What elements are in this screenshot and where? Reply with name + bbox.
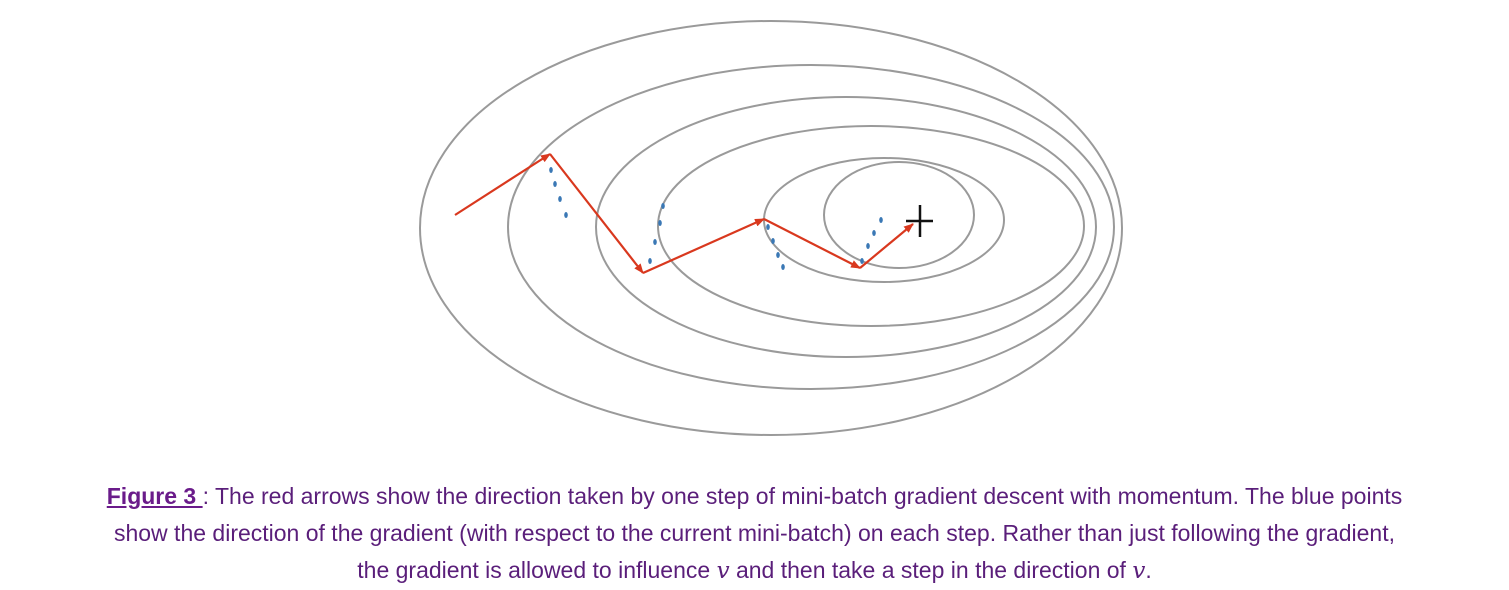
momentum-contour-diagram — [419, 20, 1123, 436]
caption-separator: : — [202, 483, 215, 509]
gradient-point — [653, 239, 657, 245]
contour-lines — [419, 20, 1123, 436]
figure-caption: Figure 3 : The red arrows show the direc… — [0, 478, 1509, 590]
contour-4 — [657, 125, 1085, 327]
velocity-variable: v — [1132, 558, 1146, 584]
contour-1 — [419, 20, 1123, 436]
caption-line-1: The red arrows show the direction taken … — [214, 483, 1403, 509]
caption-line-3-part-b: and then take a step in the direction of — [729, 557, 1133, 583]
gradient-point — [549, 167, 553, 173]
step-arrow-1 — [454, 153, 551, 216]
gradient-point — [661, 203, 665, 209]
gradient-point — [771, 238, 775, 244]
caption-line-2: show the direction of the gradient (with… — [113, 520, 1396, 546]
gradient-point — [558, 196, 562, 202]
gradient-point — [879, 217, 883, 223]
gradient-point — [658, 220, 662, 226]
gradient-points — [549, 167, 883, 270]
plus-marker-icon — [906, 205, 933, 237]
velocity-variable: v — [716, 558, 730, 584]
caption-line-3-part-a: the gradient is allowed to influence — [357, 557, 717, 583]
gradient-point — [776, 252, 780, 258]
caption-line-3-part-c: . — [1145, 557, 1152, 583]
gradient-point — [553, 181, 557, 187]
contour-3 — [595, 96, 1097, 358]
momentum-steps — [454, 153, 914, 275]
contour-5 — [763, 157, 1005, 283]
step-arrow-5 — [859, 223, 914, 269]
figure-label: Figure 3 — [106, 483, 203, 509]
gradient-point — [866, 243, 870, 249]
gradient-point — [766, 224, 770, 230]
gradient-point — [872, 230, 876, 236]
step-arrow-4 — [763, 218, 861, 269]
step-arrow-2 — [549, 153, 644, 274]
gradient-point — [860, 258, 864, 264]
gradient-point — [781, 264, 785, 270]
contour-2 — [507, 64, 1115, 390]
gradient-point — [564, 212, 568, 218]
gradient-point — [648, 258, 652, 264]
step-arrow-3 — [642, 217, 765, 275]
contour-6 — [823, 161, 975, 269]
